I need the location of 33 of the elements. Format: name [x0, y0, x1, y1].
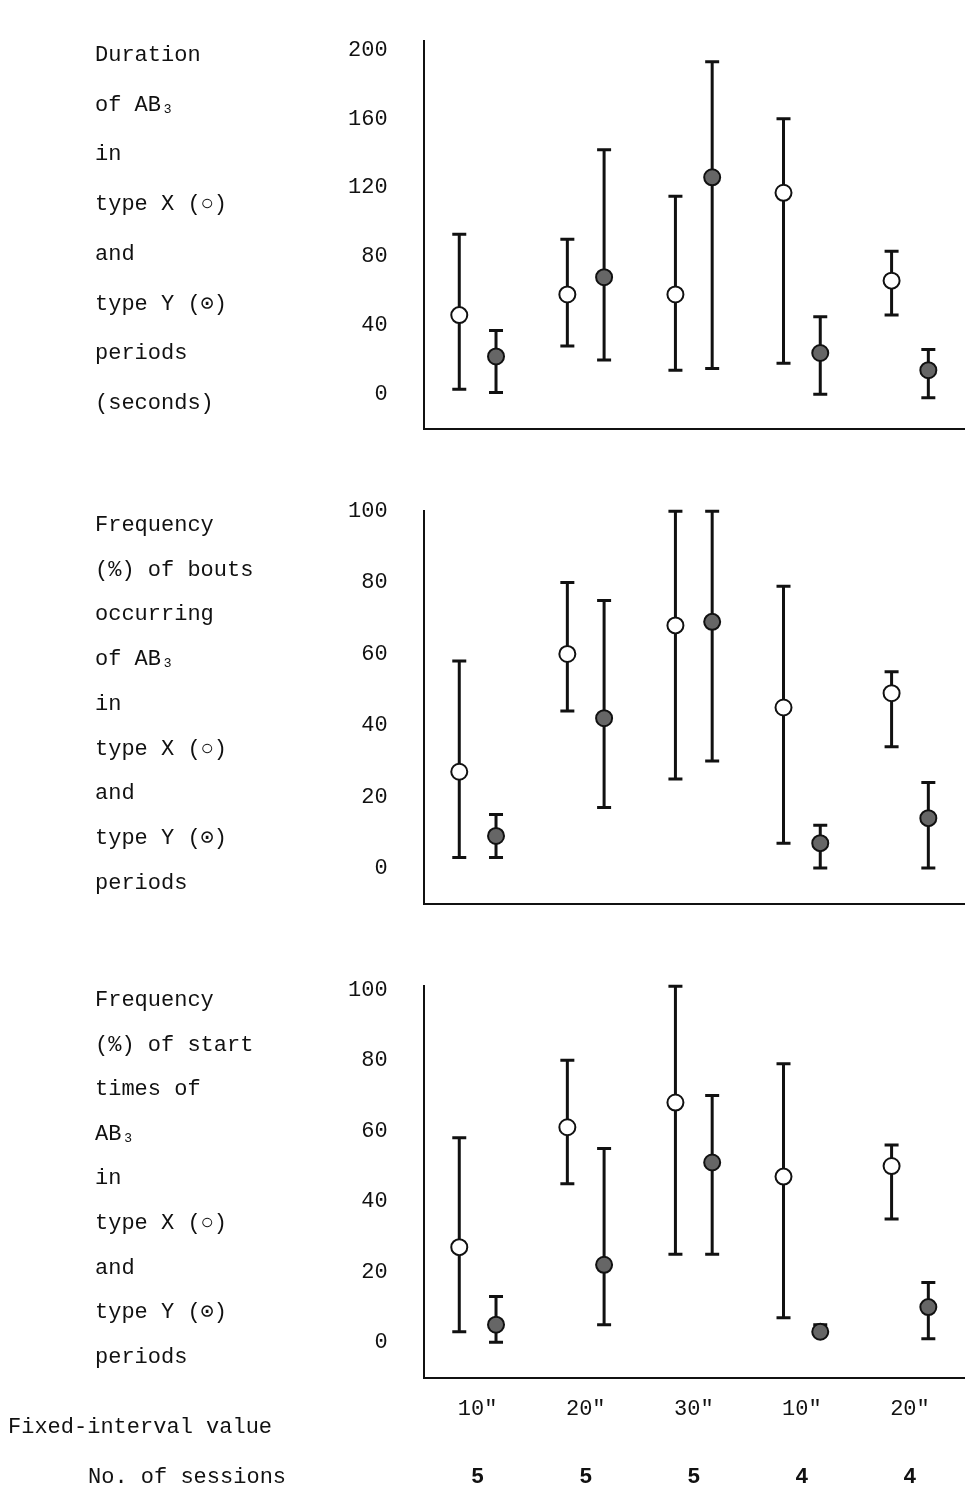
x-tick-label: 10" — [782, 1396, 822, 1422]
y-tick-label: 40 — [361, 313, 388, 339]
y-tick-label: 80 — [361, 570, 388, 596]
x-tick-label: 20" — [890, 1396, 930, 1422]
x-tick-label: 10" — [457, 1396, 498, 1422]
y-tick-label: 0 — [374, 855, 388, 881]
x-axis-title: Fixed-interval value — [8, 1415, 273, 1441]
y-tick-label: 120 — [348, 175, 388, 201]
text: Frequency (%) of start times of AB₃ in type X (○) and type Y (⊙) periods — [95, 988, 254, 1370]
y-tick-label: 80 — [361, 244, 388, 270]
text: 4 — [903, 1465, 917, 1491]
y-tick-label: 60 — [361, 641, 388, 667]
y-tick-label: 80 — [361, 1048, 388, 1074]
y-tick-label: 200 — [348, 37, 388, 63]
y-tick-label: 0 — [374, 1330, 388, 1356]
text: Frequency (%) of bouts occurring of AB₃ in type X (○) and type Y (⊙) periods — [95, 513, 254, 896]
y-tick-label: 60 — [361, 1118, 388, 1144]
text: 5 — [579, 1465, 593, 1491]
y-tick-label: 20 — [361, 784, 388, 810]
x-tick-label: 20" — [565, 1396, 606, 1422]
text: 5 — [687, 1465, 701, 1491]
y-tick-label: 40 — [361, 1189, 388, 1215]
y-tick-label: 100 — [348, 499, 388, 525]
text: 5 — [471, 1465, 485, 1491]
text: 4 — [795, 1465, 809, 1491]
y-axis-title: Duration of AB₃ in type X (○) and type Y (⊙) periods (seconds) — [95, 43, 228, 416]
y-tick-label: 100 — [348, 977, 388, 1003]
y-tick-label: 0 — [374, 382, 388, 408]
x-tick-label: 30" — [674, 1396, 714, 1422]
y-tick-label: 40 — [361, 713, 388, 739]
y-tick-label: 20 — [361, 1259, 388, 1285]
y-tick-label: 160 — [348, 106, 388, 132]
text: No. of sessions — [88, 1465, 287, 1491]
